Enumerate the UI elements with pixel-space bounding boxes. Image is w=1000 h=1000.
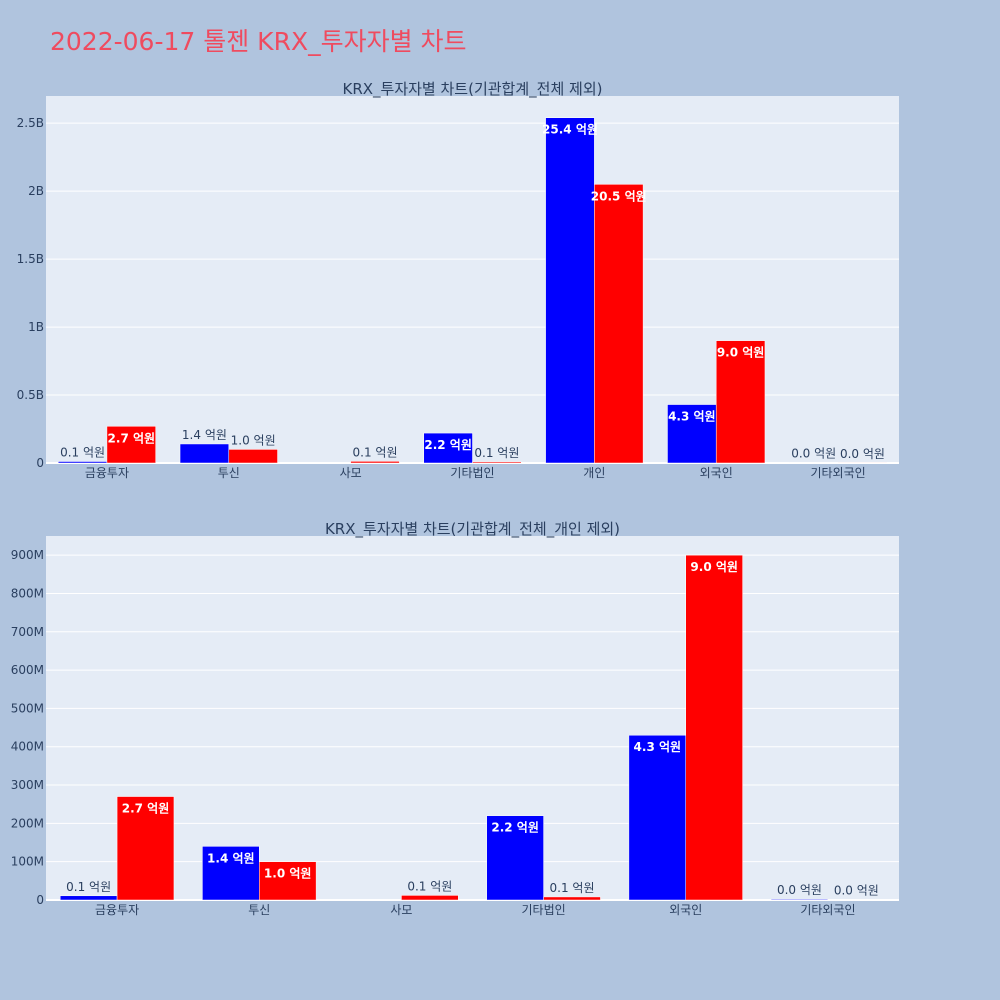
x-tick-label: 기타외국인 <box>810 466 865 480</box>
y-tick-label: 500M <box>11 701 44 715</box>
data-label: 1.4 억원 <box>182 428 227 442</box>
x-tick-label: 외국인 <box>700 466 733 480</box>
bar <box>202 846 260 901</box>
y-tick-label: 800M <box>11 586 44 600</box>
data-label: 0.0 억원 <box>791 447 836 461</box>
bar <box>685 554 743 901</box>
x-tick-label: 기타외국인 <box>800 903 855 917</box>
bar <box>715 340 766 464</box>
data-label: 0.1 억원 <box>550 881 595 895</box>
data-label: 0.1 억원 <box>474 446 519 460</box>
bar <box>545 117 595 464</box>
data-label: 1.4 억원 <box>207 851 255 865</box>
bar <box>350 461 400 464</box>
x-tick-label: 사모 <box>340 466 362 480</box>
data-label: 9.0 억원 <box>690 560 738 574</box>
bar <box>628 734 687 901</box>
y-tick-label: 600M <box>11 663 44 677</box>
y-tick-label: 300M <box>11 778 44 792</box>
bar <box>57 461 108 464</box>
y-tick-label: 200M <box>11 816 44 830</box>
x-tick-label: 금융투자 <box>95 903 139 917</box>
x-tick-label: 투신 <box>248 903 270 917</box>
data-label: 2.7 억원 <box>122 802 170 816</box>
data-label: 25.4 억원 <box>542 123 598 137</box>
data-label: 0.0 억원 <box>840 447 885 461</box>
data-label: 1.0 억원 <box>264 867 312 881</box>
chart-bottom: KRX_투자자별 차트(기관합계_전체_개인 제외) 0 100M 200M 300M 4… <box>11 520 899 917</box>
bar <box>472 461 522 464</box>
data-label: 0.0 억원 <box>777 883 822 897</box>
x-tick-label: 외국인 <box>669 903 702 917</box>
data-label: 0.1 억원 <box>353 445 398 459</box>
data-label: 2.7 억원 <box>108 431 156 445</box>
data-label: 4.3 억원 <box>668 410 716 424</box>
x-tick-label: 투신 <box>218 466 240 480</box>
y-tick-label: 700M <box>11 625 44 639</box>
chart-title: KRX_투자자별 차트(기관합계_전체_개인 제외) <box>325 520 620 539</box>
bar <box>259 861 317 901</box>
chart-title: KRX_투자자별 차트(기관합계_전체 제외) <box>343 80 603 99</box>
data-label: 9.0 억원 <box>717 346 765 360</box>
bar <box>423 432 473 464</box>
bar <box>106 426 156 464</box>
x-tick-label: 사모 <box>390 903 412 917</box>
y-tick-label: 1.5B <box>17 252 44 266</box>
data-label: 0.1 억원 <box>60 446 105 460</box>
bar <box>179 443 230 464</box>
plot-area <box>46 536 899 900</box>
bar <box>401 895 459 901</box>
data-label: 4.3 억원 <box>634 740 682 754</box>
data-label: 2.2 억원 <box>491 821 539 835</box>
y-tick-label: 0.5B <box>17 388 44 402</box>
y-tick-label: 1B <box>28 320 44 334</box>
data-label: 0.1 억원 <box>407 879 452 893</box>
bar <box>667 404 717 464</box>
y-tick-label: 900M <box>11 548 44 562</box>
x-tick-label: 개인 <box>583 466 605 480</box>
data-label: 1.0 억원 <box>231 433 276 447</box>
y-tick-label: 2B <box>28 184 44 198</box>
page-title: 2022-06-17 톨젠 KRX_투자자별 차트 <box>50 27 467 56</box>
y-tick-label: 100M <box>11 855 44 869</box>
plot-area <box>46 96 899 463</box>
y-tick-label: 2.5B <box>17 116 44 130</box>
bar <box>116 796 175 901</box>
y-tick-label: 400M <box>11 740 44 754</box>
y-tick-label: 0 <box>36 456 44 470</box>
x-tick-label: 금융투자 <box>85 466 129 480</box>
bar <box>594 184 644 464</box>
bar <box>770 898 829 901</box>
x-tick-label: 기타법인 <box>450 466 494 480</box>
data-label: 2.2 억원 <box>424 438 472 452</box>
data-label: 20.5 억원 <box>591 189 647 203</box>
bar <box>543 896 601 901</box>
bar <box>228 449 278 464</box>
x-tick-label: 기타법인 <box>521 903 565 917</box>
chart-top: KRX_투자자별 차트(기관합계_전체 제외) 0 0.5B 1B 1.5B 2B 2.5B… <box>17 80 899 480</box>
bar <box>59 895 118 901</box>
y-tick-label: 0 <box>36 893 44 907</box>
bar <box>486 815 544 901</box>
data-label: 0.1 억원 <box>66 880 111 894</box>
data-label: 0.0 억원 <box>834 884 879 898</box>
